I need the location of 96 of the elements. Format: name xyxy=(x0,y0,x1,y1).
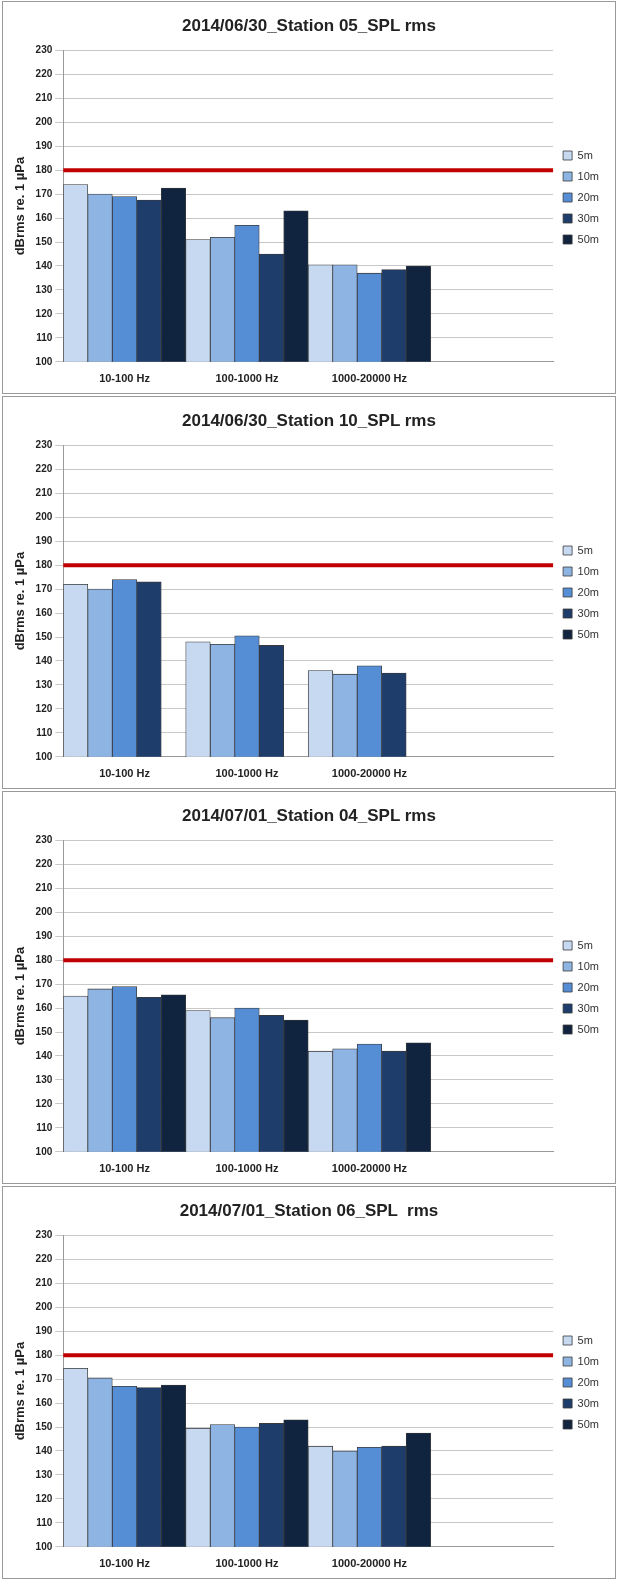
y-tick-label: 110 xyxy=(36,331,53,343)
y-tick-label: 200 xyxy=(35,511,53,523)
y-tick-label: 180 xyxy=(35,163,53,175)
legend-label: 5m xyxy=(577,938,593,951)
y-tick-label: 220 xyxy=(35,1253,53,1265)
y-tick-label: 130 xyxy=(35,1468,53,1480)
y-tick-label: 170 xyxy=(35,582,53,594)
x-tick-label: 10-100 Hz xyxy=(99,372,151,385)
y-tick-label: 140 xyxy=(35,1444,53,1456)
legend-label: 30m xyxy=(577,606,600,619)
y-tick-label: 220 xyxy=(35,68,53,80)
x-tick-label: 100-1000 Hz xyxy=(215,767,279,780)
y-tick-label: 170 xyxy=(35,977,53,989)
legend-label: 10m xyxy=(577,564,600,577)
y-tick-label: 140 xyxy=(35,654,53,666)
chart-title: 2014/07/01_Station 04_SPL rms xyxy=(182,805,436,825)
y-tick-label: 120 xyxy=(35,702,53,714)
chart-title: 2014/06/30_Station 10_SPL rms xyxy=(182,410,436,430)
y-tick-label: 210 xyxy=(35,882,53,894)
y-tick-label: 100 xyxy=(35,1540,53,1552)
y-tick-label: 140 xyxy=(35,1049,53,1061)
y-tick-label: 230 xyxy=(35,1229,53,1241)
y-tick-label: 180 xyxy=(35,558,53,570)
x-tick-label: 10-100 Hz xyxy=(99,767,151,780)
y-tick-label: 160 xyxy=(35,1001,53,1013)
y-tick-label: 150 xyxy=(35,235,53,247)
x-tick-label: 10-100 Hz xyxy=(99,1557,151,1570)
y-tick-label: 160 xyxy=(35,1396,53,1408)
y-tick-label: 220 xyxy=(35,463,53,475)
legend-label: 10m xyxy=(577,169,600,182)
y-tick-label: 210 xyxy=(35,92,53,104)
y-tick-label: 200 xyxy=(35,1301,53,1313)
y-tick-label: 120 xyxy=(35,1097,53,1109)
x-tick-label: 1000-20000 Hz xyxy=(331,767,408,780)
y-tick-label: 110 xyxy=(36,1121,53,1133)
y-tick-label: 120 xyxy=(35,1492,53,1504)
y-tick-label: 110 xyxy=(36,1516,53,1528)
legend-label: 5m xyxy=(577,1333,593,1346)
y-tick-label: 160 xyxy=(35,606,53,618)
legend-label: 20m xyxy=(577,585,600,598)
x-tick-label: 100-1000 Hz xyxy=(215,372,279,385)
y-tick-label: 170 xyxy=(35,187,53,199)
legend-label: 10m xyxy=(577,1354,600,1367)
y-tick-label: 230 xyxy=(35,834,53,846)
chart-title: 2014/07/01_Station 06_SPL rms xyxy=(179,1200,439,1220)
y-tick-label: 170 xyxy=(35,1372,53,1384)
y-tick-label: 200 xyxy=(35,116,53,128)
legend-label: 50m xyxy=(577,627,600,640)
y-tick-label: 190 xyxy=(35,1324,53,1336)
y-tick-label: 140 xyxy=(35,259,53,271)
y-tick-label: 130 xyxy=(35,678,53,690)
y-axis-title: dBrms re. 1 µPa xyxy=(12,946,28,1046)
y-tick-label: 160 xyxy=(35,211,53,223)
chart-title: 2014/06/30_Station 05_SPL rms xyxy=(182,15,436,35)
y-tick-label: 150 xyxy=(35,1420,53,1432)
legend-label: 20m xyxy=(577,1375,600,1388)
legend-label: 30m xyxy=(577,211,600,224)
y-tick-label: 190 xyxy=(35,534,53,546)
y-tick-label: 180 xyxy=(35,1348,53,1360)
legend-label: 30m xyxy=(577,1396,600,1409)
y-tick-label: 150 xyxy=(35,1025,53,1037)
x-tick-label: 1000-20000 Hz xyxy=(331,1162,408,1175)
x-tick-label: 1000-20000 Hz xyxy=(331,372,408,385)
y-axis-title: dBrms re. 1 µPa xyxy=(12,1341,28,1441)
x-tick-label: 10-100 Hz xyxy=(99,1162,151,1175)
y-tick-label: 190 xyxy=(35,929,53,941)
y-tick-label: 120 xyxy=(35,307,53,319)
legend-label: 5m xyxy=(577,148,593,161)
legend-label: 5m xyxy=(577,543,593,556)
legend-label: 10m xyxy=(577,959,600,972)
y-tick-label: 100 xyxy=(35,355,53,367)
y-tick-label: 110 xyxy=(36,726,53,738)
y-tick-label: 220 xyxy=(35,858,53,870)
y-tick-label: 150 xyxy=(35,630,53,642)
x-tick-label: 100-1000 Hz xyxy=(215,1162,279,1175)
y-tick-label: 210 xyxy=(35,1277,53,1289)
y-tick-label: 180 xyxy=(35,953,53,965)
y-tick-label: 190 xyxy=(35,139,53,151)
legend-label: 30m xyxy=(577,1001,600,1014)
y-tick-label: 230 xyxy=(35,439,53,451)
x-tick-label: 100-1000 Hz xyxy=(215,1557,279,1570)
y-tick-label: 230 xyxy=(35,44,53,56)
legend-label: 50m xyxy=(577,1417,600,1430)
legend-label: 50m xyxy=(577,1022,600,1035)
legend-label: 20m xyxy=(577,980,600,993)
y-tick-label: 130 xyxy=(35,283,53,295)
y-tick-label: 210 xyxy=(35,487,53,499)
y-tick-label: 100 xyxy=(35,750,53,762)
legend-label: 20m xyxy=(577,190,600,203)
x-tick-label: 1000-20000 Hz xyxy=(331,1557,408,1570)
y-axis-title: dBrms re. 1 µPa xyxy=(12,551,28,651)
y-tick-label: 200 xyxy=(35,906,53,918)
y-axis-title: dBrms re. 1 µPa xyxy=(12,156,28,256)
y-tick-label: 130 xyxy=(35,1073,53,1085)
y-tick-label: 100 xyxy=(35,1145,53,1157)
legend-label: 50m xyxy=(577,232,600,245)
